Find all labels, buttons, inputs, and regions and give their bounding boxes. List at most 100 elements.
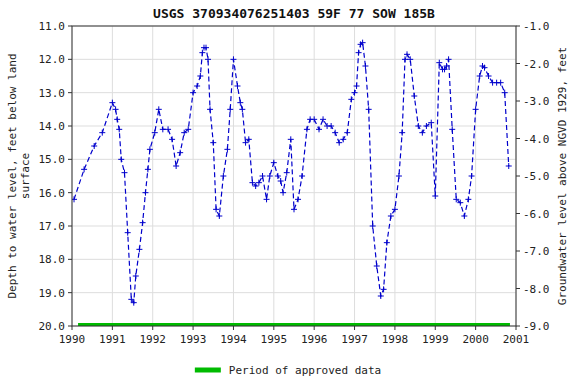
data-point — [249, 180, 255, 186]
y-tick — [68, 192, 72, 193]
x-tick-label: 1998 — [382, 333, 409, 346]
y2-tick-label: -6.0 — [523, 208, 550, 221]
data-point — [243, 140, 249, 146]
data-point — [366, 106, 372, 112]
data-point — [237, 100, 243, 106]
data-point — [197, 73, 203, 79]
data-point — [121, 170, 127, 176]
data-point — [234, 83, 240, 89]
y2-tick-label: -9.0 — [523, 320, 550, 333]
data-point — [374, 263, 380, 269]
data-point — [152, 130, 158, 136]
data-point — [160, 126, 166, 132]
data-point — [246, 136, 252, 142]
data-point — [194, 83, 200, 89]
y2-tick — [516, 101, 520, 102]
grid-line — [394, 26, 395, 326]
data-point — [344, 130, 350, 136]
y-axis-label: Depth to water level, feet below landsur… — [6, 53, 32, 298]
plot-frame — [72, 26, 516, 326]
data-point — [185, 126, 191, 132]
data-point — [407, 56, 413, 62]
grid-line — [152, 26, 153, 326]
data-point — [136, 246, 142, 252]
data-point — [411, 93, 417, 99]
data-point — [396, 173, 402, 179]
data-point — [288, 136, 294, 142]
x-tick — [475, 326, 476, 330]
y-tick-label: 18.0 — [39, 253, 66, 266]
x-tick — [516, 326, 517, 330]
grid-line — [354, 26, 355, 326]
y-tick-label: 15.0 — [39, 153, 66, 166]
y-tick — [68, 326, 72, 327]
y2-tick — [516, 213, 520, 214]
data-point — [207, 106, 213, 112]
x-tick-label: 1994 — [220, 333, 247, 346]
grid-line — [475, 26, 476, 326]
data-point — [436, 60, 442, 66]
y-tick — [68, 226, 72, 227]
grid-line — [72, 126, 516, 127]
data-point — [461, 213, 467, 219]
y-tick — [68, 26, 72, 27]
data-point — [356, 50, 362, 56]
data-point — [444, 63, 450, 69]
data-point — [239, 106, 245, 112]
data-point — [415, 123, 421, 129]
data-point — [169, 136, 175, 142]
data-point — [99, 130, 105, 136]
x-tick-label: 2001 — [503, 333, 530, 346]
data-point — [147, 146, 153, 152]
data-point — [360, 40, 366, 46]
data-point — [210, 140, 216, 146]
data-line — [74, 43, 509, 303]
grid-line — [72, 192, 516, 193]
y-tick-label: 14.0 — [39, 120, 66, 133]
x-tick-label: 1993 — [180, 333, 207, 346]
axes: 1990199119921993199419951996199719981999… — [39, 20, 550, 346]
plot-area — [72, 40, 512, 326]
data-point — [220, 173, 226, 179]
data-point — [181, 130, 187, 136]
data-point — [165, 126, 171, 132]
y-tick-label: 20.0 — [39, 320, 66, 333]
data-point — [114, 116, 120, 122]
data-point — [486, 73, 492, 79]
data-point — [205, 56, 211, 62]
data-point — [348, 96, 354, 102]
x-tick — [273, 326, 274, 330]
grid-line — [72, 292, 516, 293]
data-point — [428, 120, 434, 126]
x-tick — [394, 326, 395, 330]
y2-tick — [516, 326, 520, 327]
y2-tick-label: -1.0 — [523, 20, 550, 33]
y2-tick — [516, 251, 520, 252]
x-tick — [233, 326, 234, 330]
data-point — [131, 300, 137, 306]
data-point — [230, 56, 236, 62]
legend-label: Period of approved data — [229, 364, 381, 377]
data-point — [482, 65, 488, 71]
data-point — [332, 130, 338, 136]
data-point — [370, 223, 376, 229]
data-point — [125, 230, 131, 236]
data-point — [354, 83, 360, 89]
data-point — [284, 170, 290, 176]
data-point — [473, 106, 479, 112]
data-point — [278, 178, 284, 184]
data-point — [316, 126, 322, 132]
legend: Period of approved data — [195, 364, 381, 377]
title: USGS 370934076251403 59F 77 SOW 185B — [153, 6, 435, 21]
data-point — [449, 126, 455, 132]
data-point — [264, 196, 270, 202]
grid-line — [112, 26, 113, 326]
data-point — [453, 196, 459, 202]
data-point — [328, 123, 334, 129]
data-point — [388, 213, 394, 219]
grid — [72, 26, 516, 326]
x-tick-label: 1999 — [422, 333, 449, 346]
data-point — [295, 196, 301, 202]
data-point — [275, 173, 281, 179]
data-point — [506, 163, 512, 169]
